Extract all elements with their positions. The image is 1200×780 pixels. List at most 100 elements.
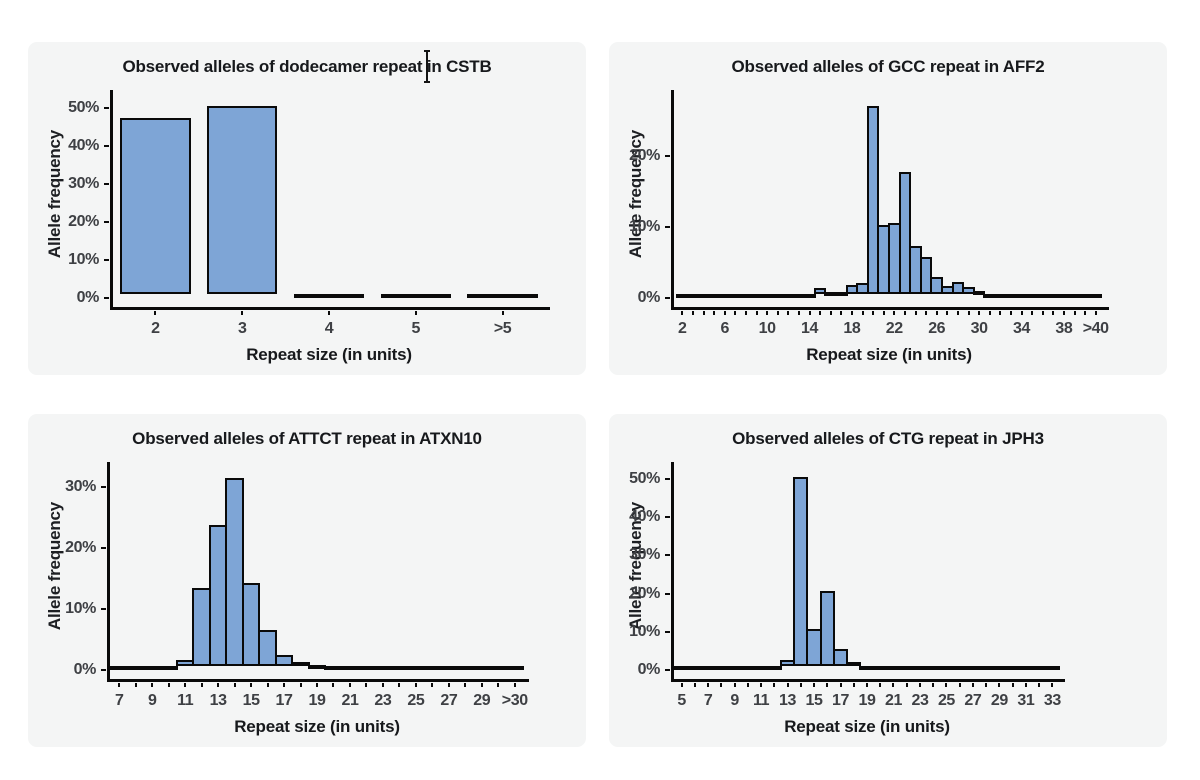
bar [159,666,178,670]
x-axis-line [671,679,1065,682]
bar [291,662,310,667]
bar [120,118,191,294]
bar [793,477,809,666]
x-tick [945,682,948,687]
bar [930,276,943,294]
x-tick-label: 25 [407,692,425,709]
x-tick-label: >40 [1082,320,1109,337]
x-tick [905,682,908,687]
x-tick [681,310,684,315]
x-tick [787,310,790,315]
x-tick [217,682,220,687]
x-tick [233,682,236,687]
x-tick [680,682,683,687]
x-tick [720,682,723,687]
y-tick [104,297,109,299]
x-tick [447,682,450,687]
bar [258,630,277,666]
x-tick [431,682,434,687]
chart-panel-aff2: Observed alleles of GCC repeat in AFF2 A… [609,42,1167,375]
y-axis-line [107,462,110,682]
x-tick-label: 22 [885,320,903,337]
x-tick [773,682,776,687]
y-tick-label: 0% [637,661,661,678]
x-tick [1009,310,1012,315]
x-tick [1031,310,1034,315]
y-tick [665,669,670,671]
bar [919,256,933,294]
x-tick [958,682,961,687]
x-tick [464,682,467,687]
x-tick [971,682,974,687]
y-tick-label: 40% [629,508,660,526]
y-tick [665,478,670,480]
x-tick-label: 15 [805,692,823,709]
x-tick [134,682,137,687]
x-tick [893,310,896,315]
x-tick [840,310,843,315]
x-tick-label: 33 [1043,692,1061,709]
x-tick [988,310,991,315]
x-tick-label: 29 [990,692,1008,709]
x-tick [1024,682,1027,687]
x-tick [935,310,938,315]
bar [813,288,827,294]
x-tick [744,310,747,315]
y-tick-label: 0% [637,289,661,306]
x-tick [1073,310,1076,315]
y-tick-label: 30% [68,175,99,192]
x-tick-label: 18 [843,320,861,337]
x-tick-label: 13 [779,692,797,709]
x-tick [808,310,811,315]
y-tick-label: 10% [65,600,96,617]
y-tick [101,486,106,488]
x-tick [786,682,789,687]
x-tick [414,682,417,687]
bar [898,171,912,294]
x-tick-label: 19 [308,692,326,709]
bar [962,287,975,294]
x-tick [283,682,286,687]
bar [241,583,261,666]
bar [467,294,538,298]
y-tick [104,221,109,223]
x-tick [200,682,203,687]
x-tick [299,682,302,687]
x-tick-label: 34 [1013,320,1030,337]
x-tick-label: 5 [411,320,421,337]
x-tick [819,310,822,315]
chart-title: Observed alleles of CTG repeat in JPH3 [732,429,1044,448]
y-tick-label: 20% [629,147,660,164]
x-tick-label: 4 [324,320,334,337]
x-tick [850,310,853,315]
x-tick-label: 30 [970,320,988,337]
y-tick-label: 30% [65,478,96,495]
x-tick-label: 7 [703,692,713,709]
x-tick [707,682,710,687]
x-tick-label: 38 [1055,320,1073,337]
y-tick-label: 20% [629,584,660,602]
x-tick [1084,310,1087,315]
x-tick-label: 23 [911,692,929,709]
x-tick-label: 27 [964,692,982,709]
x-tick [184,682,187,687]
x-tick [1062,310,1065,315]
y-axis-line [671,462,674,682]
bar [832,648,849,666]
x-tick-label: 27 [440,692,458,709]
x-tick-label: 17 [275,692,293,709]
x-tick-label: 23 [374,692,392,709]
x-tick [1052,310,1055,315]
y-tick [101,547,106,549]
x-tick-label: 10 [758,320,776,337]
x-tick-label: 25 [937,692,955,709]
x-tick [882,310,885,315]
x-tick-label: 31 [1017,692,1035,709]
chart-panel-jph3: Observed alleles of CTG repeat in JPH3 A… [609,414,1167,747]
x-tick-label: 2 [151,320,160,337]
x-tick [332,682,335,687]
x-tick [241,310,244,315]
x-tick-label: 21 [341,692,359,709]
x-tick [328,310,330,315]
x-tick [733,682,736,687]
